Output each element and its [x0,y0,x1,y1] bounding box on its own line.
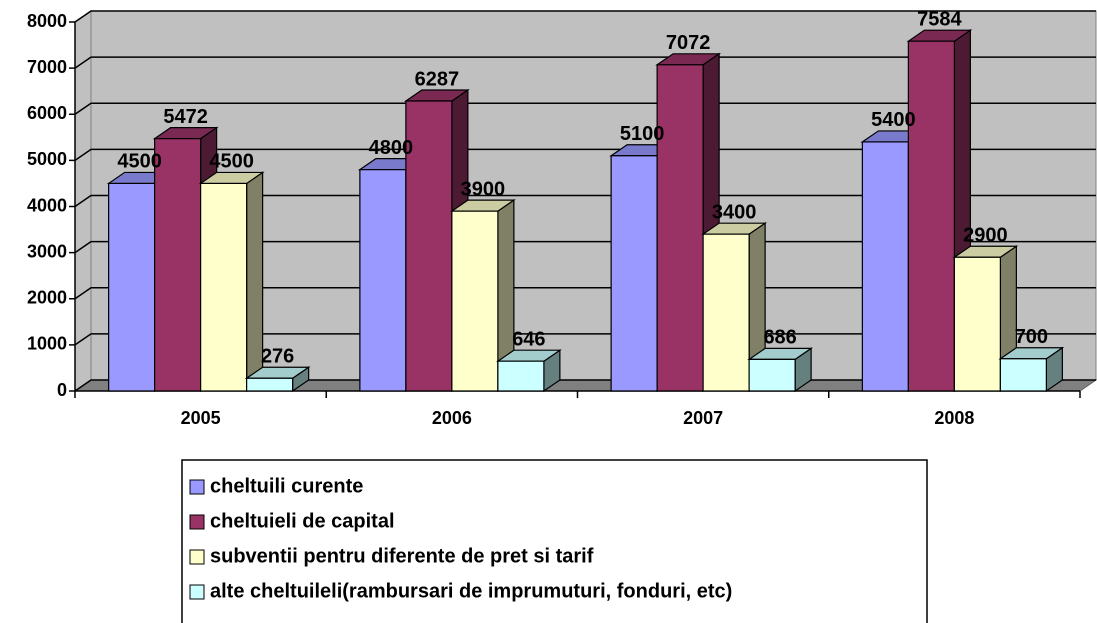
legend-swatch [189,549,205,565]
value-label: 4500 [209,151,254,173]
y-tick-label: 2000 [27,288,67,308]
y-tick-label: 8000 [27,11,67,31]
bar-front [999,358,1047,392]
legend-swatch [189,514,205,530]
value-label: 686 [763,327,796,349]
bar-front [702,233,750,392]
bar-front [359,169,407,392]
value-label: 3900 [461,178,506,200]
value-label: 4800 [369,137,414,159]
grid-line [74,56,1096,69]
y-tick-label: 0 [57,380,67,400]
value-label: 7584 [917,8,962,30]
bar-front [497,360,545,392]
x-tick-label: 2008 [934,408,974,428]
bar-front [656,64,704,392]
legend-label: subventii pentru diferente de pret si ta… [210,545,594,567]
y-tick-label: 3000 [27,241,67,261]
y-tick-label: 1000 [27,334,67,354]
legend-box [181,459,928,623]
value-label: 5100 [620,123,665,145]
bar-front [953,256,1001,392]
bar-front [451,210,499,392]
bar [701,222,768,393]
bar-front [108,182,156,392]
y-tick-label: 6000 [27,103,67,123]
value-label: 4500 [117,151,162,173]
bar [449,198,516,393]
grid-line [74,148,1096,161]
value-label: 700 [1015,326,1048,348]
bar-front [154,138,202,392]
value-label: 6287 [415,68,460,90]
value-label: 5400 [871,109,916,131]
x-tick-label: 2005 [181,408,221,428]
bar [244,366,311,393]
legend-swatch [189,584,205,600]
legend-swatch [189,479,205,495]
value-label: 3400 [712,201,757,223]
grid-line [74,102,1096,115]
legend-label: alte cheltuileli(rambursari de imprumutu… [210,580,732,602]
bar-front [200,182,248,392]
grid-line [74,194,1096,208]
grid-line [74,10,1096,23]
y-tick-label: 4000 [27,195,67,215]
y-tick-label: 7000 [27,57,67,77]
value-label: 7072 [666,32,711,54]
bar [747,347,814,393]
legend-label: cheltuieli de capital [210,510,395,532]
x-tick-label: 2006 [432,408,472,428]
bar-front [907,40,955,392]
value-label: 2900 [963,225,1008,247]
x-tick-label: 2007 [683,408,723,428]
value-label: 646 [512,328,545,350]
bar [998,346,1065,393]
value-label: 276 [261,346,294,368]
bar-front [748,358,796,392]
bar-front [610,155,658,392]
bar-front [246,377,294,392]
value-label: 5472 [163,106,208,128]
bar [198,171,265,393]
y-tick-label: 5000 [27,149,67,169]
legend-label: cheltuili curente [210,475,363,497]
bar-front [861,141,909,392]
bar [495,349,562,393]
